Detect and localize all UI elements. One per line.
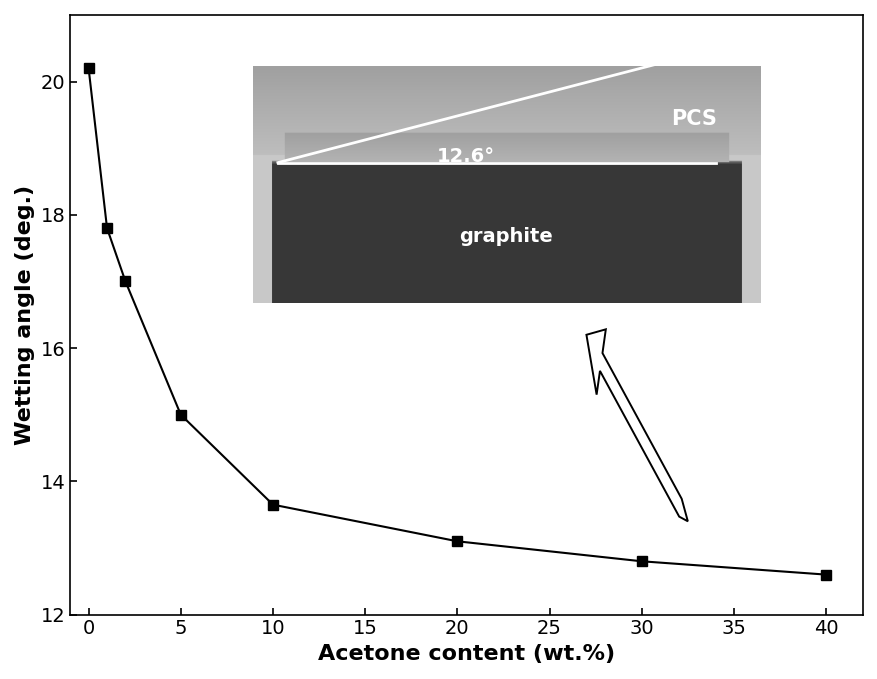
Y-axis label: Wetting angle (deg.): Wetting angle (deg.) bbox=[15, 185, 35, 445]
X-axis label: Acetone content (wt.%): Acetone content (wt.%) bbox=[317, 644, 615, 664]
Polygon shape bbox=[586, 329, 687, 521]
